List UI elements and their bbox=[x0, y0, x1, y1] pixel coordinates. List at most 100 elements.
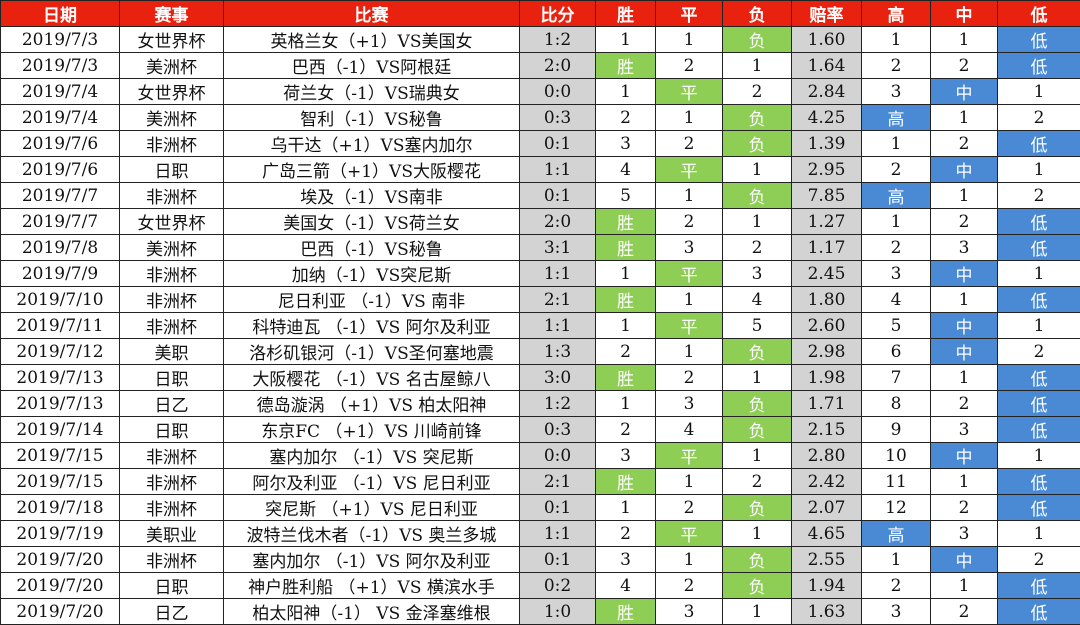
cell-match: 大阪樱花 （-1）VS 名古屋鲸八 bbox=[224, 365, 520, 391]
cell-date: 2019/7/12 bbox=[1, 339, 120, 365]
cell-odds: 4.25 bbox=[792, 105, 862, 131]
cell-lose: 负 bbox=[723, 495, 792, 521]
cell-date: 2019/7/15 bbox=[1, 469, 120, 495]
cell-match: 荷兰女（-1）VS瑞典女 bbox=[224, 79, 520, 105]
cell-draw: 平 bbox=[656, 521, 723, 547]
cell-high: 1 bbox=[862, 131, 931, 157]
cell-mid: 1 bbox=[931, 573, 998, 599]
cell-high: 8 bbox=[862, 391, 931, 417]
cell-high: 2 bbox=[862, 573, 931, 599]
cell-date: 2019/7/8 bbox=[1, 235, 120, 261]
cell-draw: 1 bbox=[656, 287, 723, 313]
cell-score: 0:3 bbox=[520, 417, 596, 443]
cell-odds: 2.95 bbox=[792, 157, 862, 183]
cell-high: 2 bbox=[862, 53, 931, 79]
header-low: 低 bbox=[998, 1, 1080, 27]
cell-lose: 负 bbox=[723, 417, 792, 443]
cell-odds: 2.55 bbox=[792, 547, 862, 573]
cell-score: 0:1 bbox=[520, 547, 596, 573]
cell-win: 3 bbox=[596, 547, 656, 573]
cell-draw: 平 bbox=[656, 157, 723, 183]
cell-odds: 7.85 bbox=[792, 183, 862, 209]
cell-low: 低 bbox=[998, 27, 1080, 53]
cell-league: 美洲杯 bbox=[120, 105, 224, 131]
cell-low: 低 bbox=[998, 495, 1080, 521]
cell-low: 2 bbox=[998, 339, 1080, 365]
cell-draw: 2 bbox=[656, 209, 723, 235]
cell-odds: 2.42 bbox=[792, 469, 862, 495]
header-odds: 赔率 bbox=[792, 1, 862, 27]
cell-win: 1 bbox=[596, 79, 656, 105]
cell-low: 低 bbox=[998, 365, 1080, 391]
cell-odds: 2.45 bbox=[792, 261, 862, 287]
cell-draw: 1 bbox=[656, 105, 723, 131]
cell-date: 2019/7/3 bbox=[1, 27, 120, 53]
cell-match: 突尼斯 （+1）VS 尼日利亚 bbox=[224, 495, 520, 521]
cell-odds: 1.63 bbox=[792, 599, 862, 625]
cell-win: 1 bbox=[596, 261, 656, 287]
cell-match: 阿尔及利亚 （-1）VS 尼日利亚 bbox=[224, 469, 520, 495]
cell-win: 胜 bbox=[596, 209, 656, 235]
cell-league: 非洲杯 bbox=[120, 261, 224, 287]
cell-low: 2 bbox=[998, 547, 1080, 573]
cell-match: 广岛三箭（+1）VS大阪樱花 bbox=[224, 157, 520, 183]
cell-draw: 1 bbox=[656, 183, 723, 209]
cell-draw: 3 bbox=[656, 391, 723, 417]
cell-match: 乌干达（+1）VS塞内加尔 bbox=[224, 131, 520, 157]
cell-low: 2 bbox=[998, 183, 1080, 209]
cell-date: 2019/7/4 bbox=[1, 79, 120, 105]
cell-high: 高 bbox=[862, 521, 931, 547]
cell-mid: 1 bbox=[931, 183, 998, 209]
cell-low: 低 bbox=[998, 417, 1080, 443]
cell-match: 波特兰伐木者（-1）VS 奥兰多城 bbox=[224, 521, 520, 547]
cell-league: 非洲杯 bbox=[120, 495, 224, 521]
cell-match: 尼日利亚 （-1）VS 南非 bbox=[224, 287, 520, 313]
cell-win: 胜 bbox=[596, 365, 656, 391]
cell-odds: 1.17 bbox=[792, 235, 862, 261]
cell-high: 4 bbox=[862, 287, 931, 313]
cell-mid: 2 bbox=[931, 131, 998, 157]
cell-win: 胜 bbox=[596, 599, 656, 625]
cell-draw: 2 bbox=[656, 131, 723, 157]
cell-score: 1:0 bbox=[520, 599, 596, 625]
cell-match: 巴西（-1）VS阿根廷 bbox=[224, 53, 520, 79]
cell-date: 2019/7/19 bbox=[1, 521, 120, 547]
cell-score: 3:1 bbox=[520, 235, 596, 261]
header-row: 日期 赛事 比赛 比分 胜 平 负 赔率 高 中 低 bbox=[1, 1, 1080, 27]
cell-high: 2 bbox=[862, 235, 931, 261]
cell-mid: 2 bbox=[931, 391, 998, 417]
cell-low: 2 bbox=[998, 105, 1080, 131]
cell-score: 0:1 bbox=[520, 183, 596, 209]
cell-mid: 2 bbox=[931, 495, 998, 521]
cell-league: 非洲杯 bbox=[120, 443, 224, 469]
cell-draw: 平 bbox=[656, 79, 723, 105]
cell-odds: 2.60 bbox=[792, 313, 862, 339]
cell-draw: 3 bbox=[656, 599, 723, 625]
cell-low: 1 bbox=[998, 79, 1080, 105]
cell-high: 6 bbox=[862, 339, 931, 365]
cell-score: 1:1 bbox=[520, 157, 596, 183]
cell-draw: 4 bbox=[656, 417, 723, 443]
cell-date: 2019/7/20 bbox=[1, 547, 120, 573]
cell-win: 5 bbox=[596, 183, 656, 209]
cell-mid: 3 bbox=[931, 417, 998, 443]
cell-match: 塞内加尔 （-1）VS 阿尔及利亚 bbox=[224, 547, 520, 573]
cell-score: 0:0 bbox=[520, 443, 596, 469]
cell-win: 2 bbox=[596, 521, 656, 547]
cell-win: 胜 bbox=[596, 235, 656, 261]
cell-low: 1 bbox=[998, 157, 1080, 183]
cell-lose: 1 bbox=[723, 157, 792, 183]
cell-match: 加纳（-1）VS突尼斯 bbox=[224, 261, 520, 287]
cell-league: 日职 bbox=[120, 417, 224, 443]
cell-low: 1 bbox=[998, 313, 1080, 339]
cell-draw: 2 bbox=[656, 365, 723, 391]
cell-odds: 2.98 bbox=[792, 339, 862, 365]
